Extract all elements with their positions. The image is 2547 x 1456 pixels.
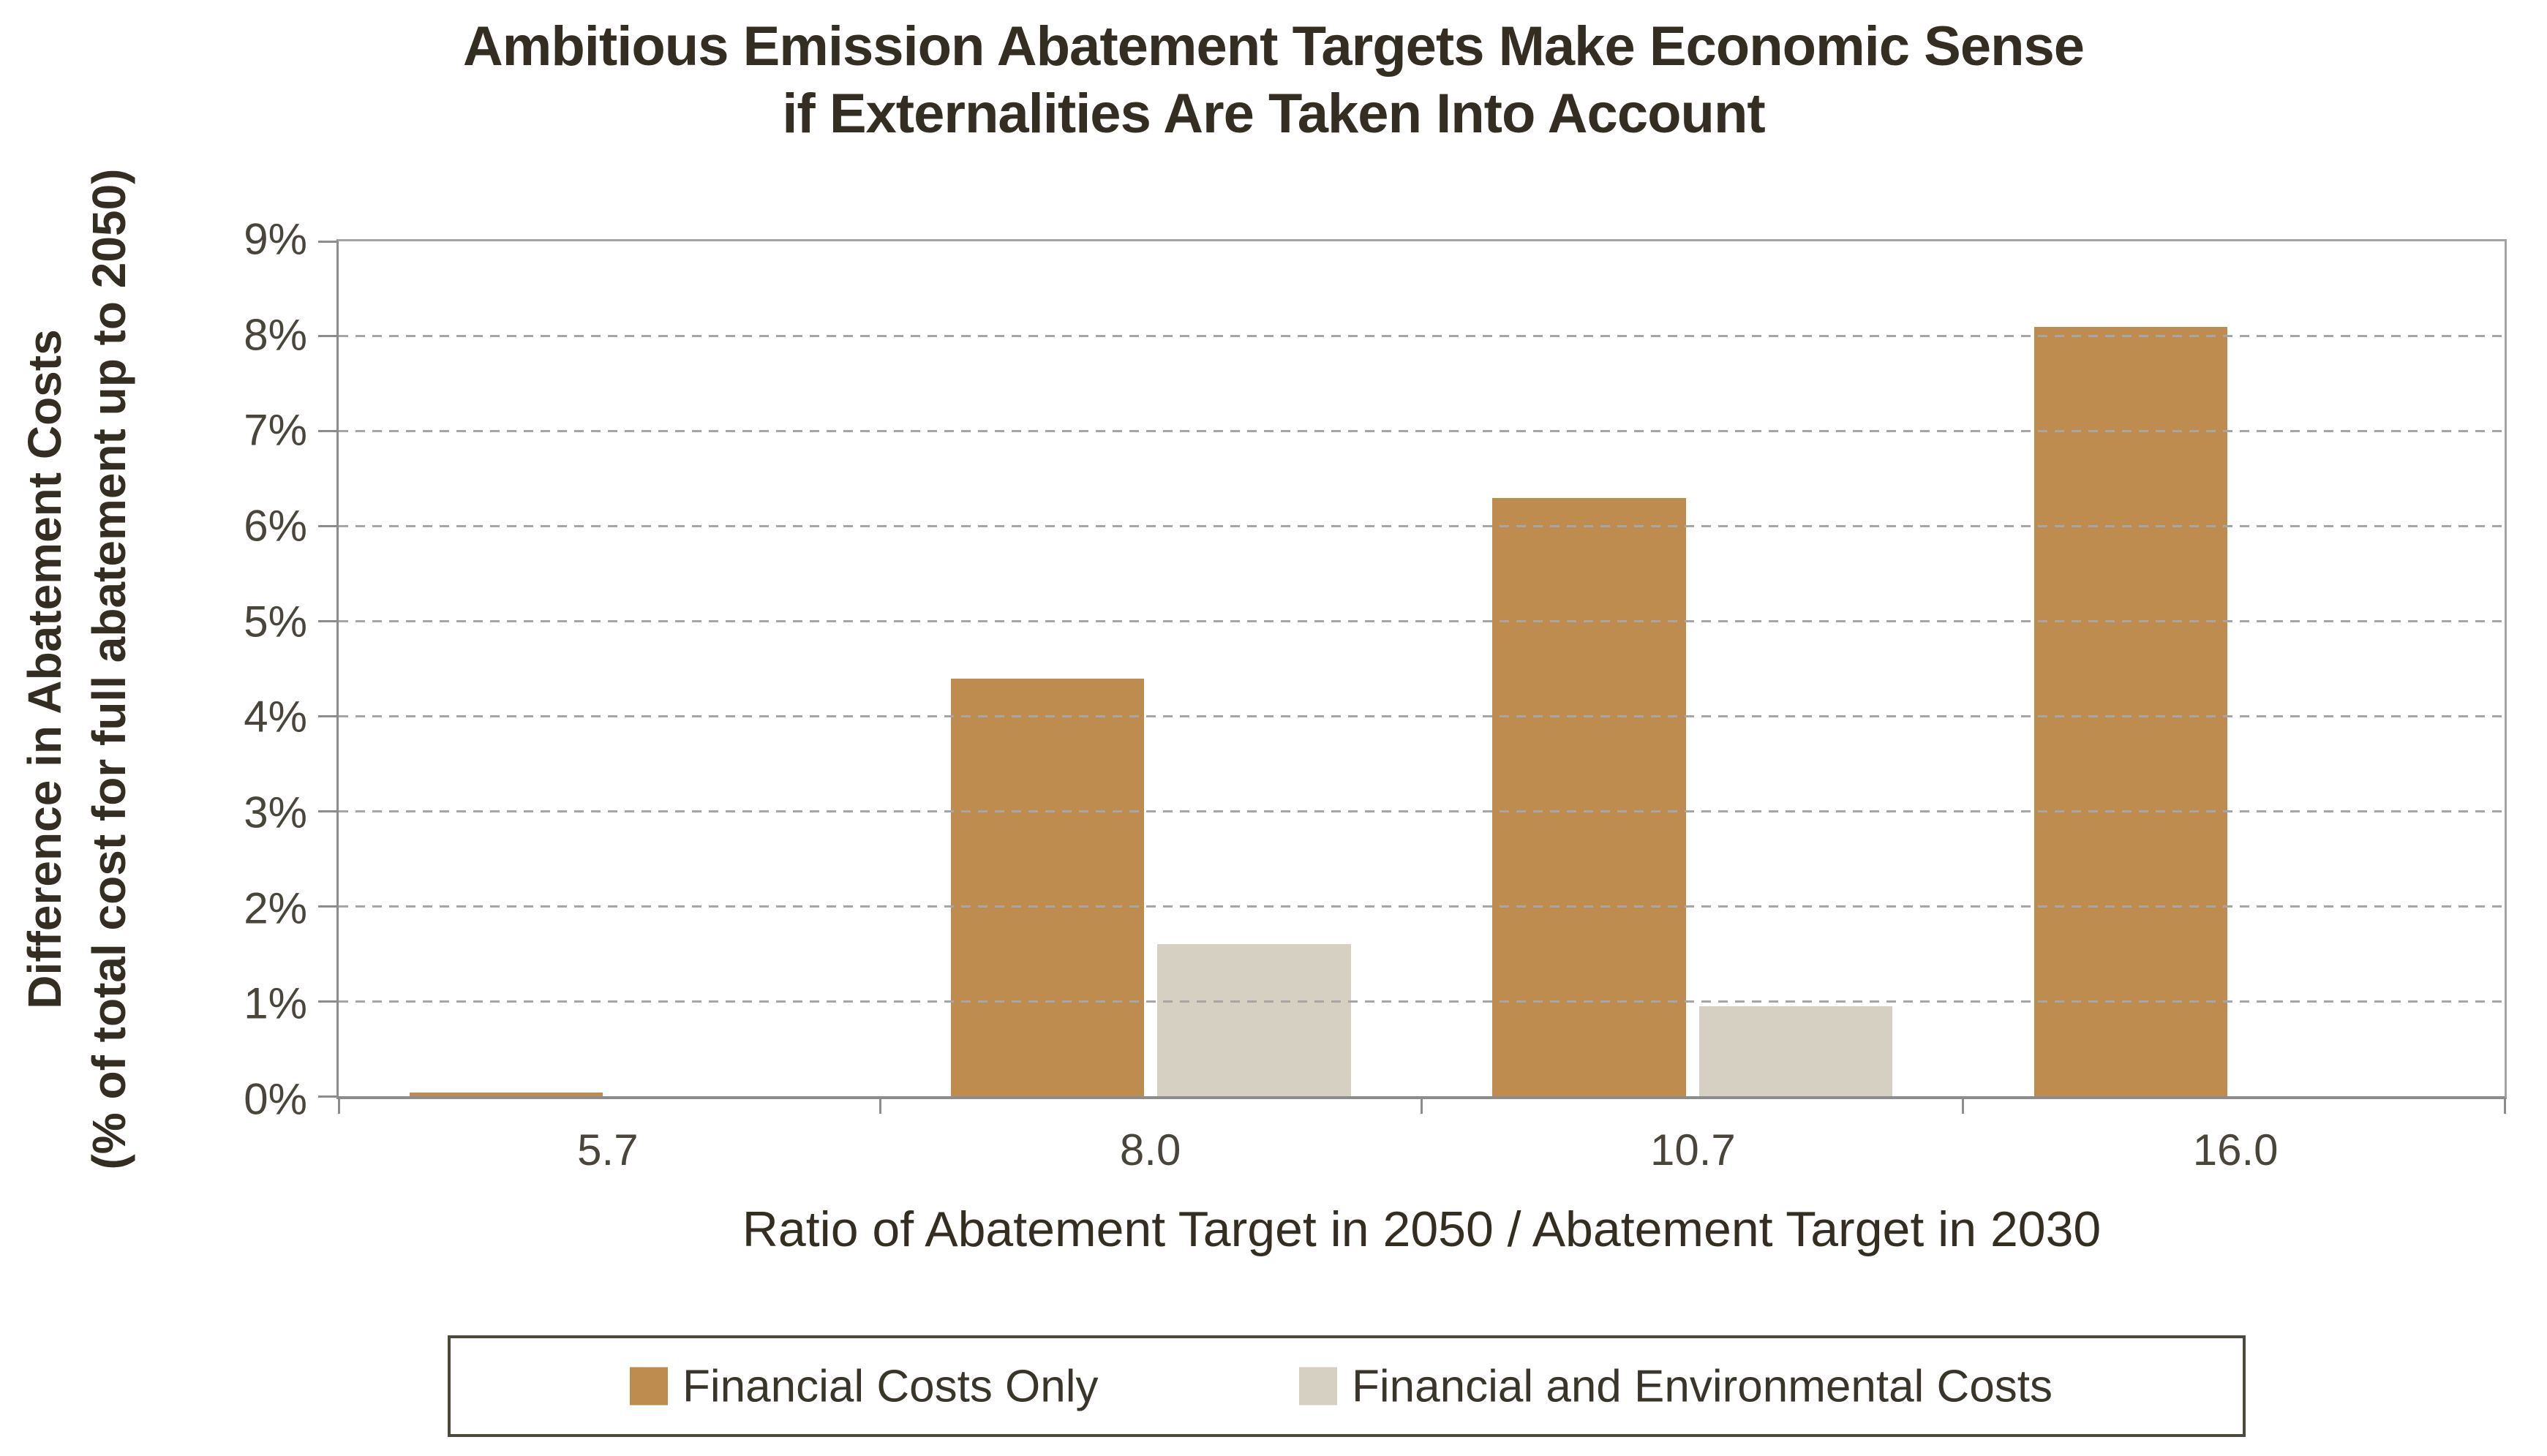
y-axis-tick-9%: [318, 240, 336, 243]
category-cell-16-0: [1963, 241, 2505, 1096]
y-axis-title: Difference in Abatement Costs (% of tota…: [12, 84, 141, 1254]
x-tick-label-5-7: 5.7: [577, 1125, 639, 1174]
x-axis-boundary-tick-0: [337, 1099, 340, 1114]
gridline-1%: [339, 1000, 2505, 1003]
y-axis-tick-labels: 0% 1% 2% 3% 4% 5% 6% 7% 8% 9%: [132, 215, 307, 1124]
y-tick-label-9: 9%: [244, 214, 307, 264]
category-cell-8-0: [880, 241, 1421, 1096]
x-axis-tick-labels: 5.7 8.0 10.7 16.0: [336, 1125, 2507, 1175]
x-axis-boundary-tick-2: [1421, 1099, 1423, 1114]
y-tick-label-5: 5%: [244, 597, 307, 646]
bar-financial-costs-only-5-7: [409, 1092, 603, 1096]
bar-financial-costs-only-8-0: [951, 678, 1145, 1096]
chart-title-line-2: if Externalities Are Taken Into Account: [782, 83, 1765, 145]
gridline-5%: [339, 620, 2505, 623]
y-tick-label-7: 7%: [244, 405, 307, 455]
legend-entry-financial-costs-only: Financial Costs Only: [630, 1360, 1099, 1412]
legend-swatch-icon-financial-and-environmental-costs: [1299, 1367, 1337, 1406]
plot-area: [318, 239, 2507, 1114]
y-tick-label-2: 2%: [244, 883, 307, 933]
x-axis-boundary-tick-3: [1962, 1099, 1965, 1114]
y-axis-tick-3%: [318, 810, 336, 812]
x-axis-boundary-tick-1: [879, 1099, 881, 1114]
gridline-4%: [339, 714, 2505, 717]
y-axis-tick-1%: [318, 1000, 336, 1003]
legend-box: Financial Costs Only Financial and Enviro…: [448, 1335, 2246, 1437]
legend-label-financial-and-environmental-costs: Financial and Environmental Costs: [1352, 1361, 2053, 1411]
gridline-2%: [339, 905, 2505, 908]
gridline-3%: [339, 810, 2505, 812]
y-axis-title-line-1: Difference in Abatement Costs: [18, 329, 71, 1009]
gridline-6%: [339, 525, 2505, 528]
x-tick-label-8-0: 8.0: [1119, 1125, 1181, 1174]
y-axis-tick-5%: [318, 620, 336, 623]
y-tick-label-6: 6%: [244, 501, 307, 551]
chart-title: Ambitious Emission Abatement Targets Mak…: [0, 13, 2547, 148]
category-cell-10-7: [1422, 241, 1963, 1096]
y-axis-tick-7%: [318, 430, 336, 433]
bars-layer: [339, 241, 2505, 1096]
legend-swatch-icon-financial-costs-only: [630, 1367, 668, 1406]
y-axis-tick-2%: [318, 905, 336, 908]
chart-title-line-1: Ambitious Emission Abatement Targets Mak…: [462, 15, 2085, 78]
y-tick-label-1: 1%: [244, 978, 307, 1028]
bar-financial-and-environmental-costs-8-0: [1157, 944, 1351, 1096]
x-tick-label-10-7: 10.7: [1649, 1125, 1736, 1174]
y-axis-tick-6%: [318, 525, 336, 528]
bar-financial-and-environmental-costs-10-7: [1698, 1006, 1892, 1096]
y-axis-tick-0%: [318, 1095, 336, 1098]
y-axis-tick-8%: [318, 335, 336, 338]
y-tick-label-8: 8%: [244, 310, 307, 360]
legend-entry-financial-and-environmental-costs: Financial and Environmental Costs: [1299, 1360, 2053, 1412]
y-tick-label-3: 3%: [244, 788, 307, 837]
legend-label-financial-costs-only: Financial Costs Only: [682, 1361, 1099, 1411]
bar-financial-costs-only-16-0: [2034, 326, 2227, 1096]
y-tick-label-0: 0%: [244, 1074, 307, 1124]
x-axis-boundary-tick-4: [2503, 1099, 2506, 1114]
x-axis-title: Ratio of Abatement Target in 2050 / Abat…: [742, 1202, 2102, 1257]
y-axis-tick-4%: [318, 714, 336, 717]
gridline-8%: [339, 335, 2505, 338]
bar-financial-costs-only-10-7: [1492, 497, 1686, 1096]
x-tick-label-16-0: 16.0: [2192, 1125, 2279, 1174]
category-cell-5-7: [339, 241, 880, 1096]
y-tick-label-4: 4%: [244, 692, 307, 742]
gridline-7%: [339, 430, 2505, 433]
